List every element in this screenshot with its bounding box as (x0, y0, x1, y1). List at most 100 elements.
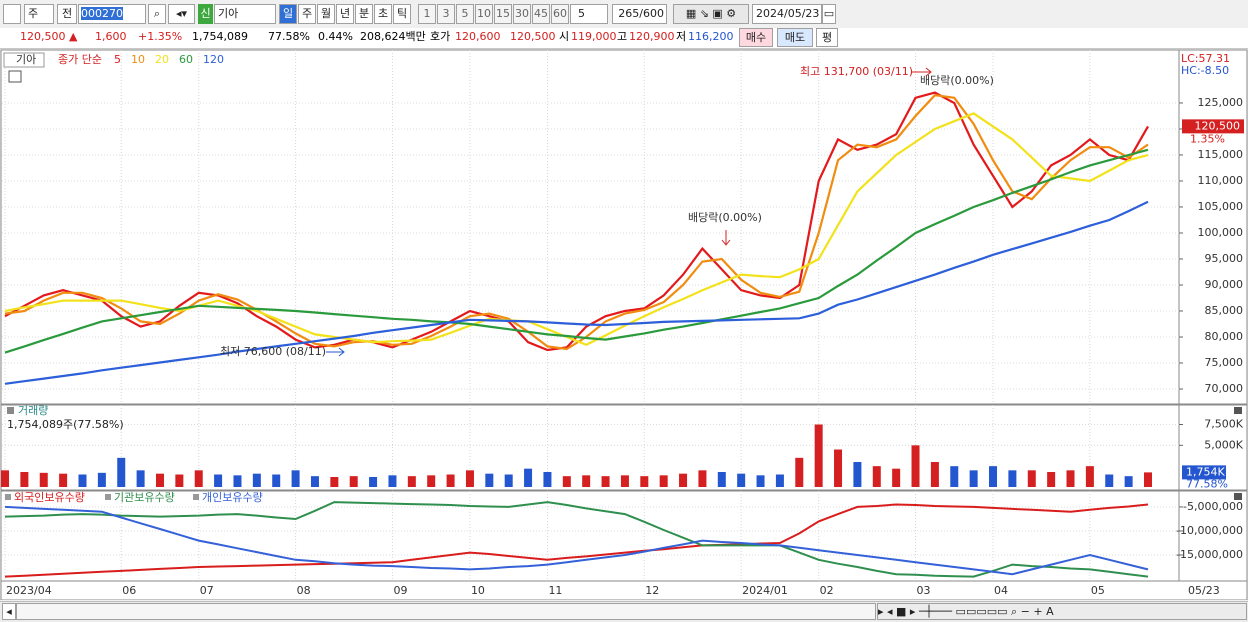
volume-bar (407, 476, 416, 487)
low-label: 저 (676, 30, 687, 43)
minute-button[interactable]: 60 (551, 4, 569, 24)
minute-button[interactable]: 15 (494, 4, 512, 24)
code-input[interactable]: 000270 (78, 4, 146, 24)
volume-rate: 77.58% (268, 30, 310, 43)
change: 1,600 (95, 30, 127, 43)
legend-item: 개인보유수량 (202, 491, 263, 504)
x-axis-band (0, 580, 1248, 600)
volume-bar (814, 424, 823, 487)
name-input[interactable]: 기아 (214, 4, 276, 24)
period-button[interactable]: 년 (336, 4, 354, 24)
period-button[interactable]: 일 (279, 4, 297, 24)
volume-bar (717, 472, 726, 487)
volume-bar (601, 476, 610, 487)
last-price: 120,500 (1195, 119, 1241, 132)
sound-button[interactable]: ◂▾ (168, 4, 195, 24)
minute-button[interactable]: 3 (437, 4, 455, 24)
volume-bar (310, 476, 319, 487)
volume-bar (465, 470, 474, 487)
legend-marker (105, 494, 111, 500)
minute-button[interactable]: 10 (475, 4, 493, 24)
prev-button[interactable]: 전 (57, 4, 77, 24)
volume-bar (214, 474, 223, 487)
minute-button[interactable]: 5 (456, 4, 474, 24)
minute-button[interactable]: 1 (418, 4, 436, 24)
period-button[interactable]: 초 (374, 4, 392, 24)
new-badge: 신 (198, 4, 213, 24)
period-button[interactable]: 주 (298, 4, 316, 24)
x-tick-label: 02 (820, 584, 834, 597)
volume-bar (78, 474, 87, 487)
volume-bar (1027, 470, 1036, 487)
legend-item: 120 (203, 53, 224, 66)
volume-bar (795, 457, 804, 487)
trade-button[interactable]: 매수 (739, 28, 773, 47)
volume-bar (562, 476, 571, 487)
calendar-button[interactable]: ▭ (822, 4, 836, 24)
last-volume: 1,754K (1186, 465, 1225, 478)
volume-bar (524, 468, 533, 487)
tool-icons[interactable]: ▦ ⇘ ▣ ⚙ (673, 4, 749, 24)
legend-icon (8, 70, 22, 83)
period-button[interactable]: 분 (355, 4, 373, 24)
chart-area: 2023/04 06 07 08 09 10 11 12 2024/01 02 03 04 05 05/2… (0, 49, 1248, 600)
volume-bar (1144, 472, 1152, 487)
toolbar: 주 전 000270 ⌕ ◂▾ 신 기아 265/600 ▦ ⇘ ▣ ⚙ 202… (0, 0, 1248, 29)
legend-marker (7, 407, 14, 414)
trade-button[interactable]: 평 (816, 28, 838, 47)
arrow (721, 230, 731, 246)
volume-bar (1066, 470, 1075, 487)
y-tick-label: 70,000 (1205, 382, 1244, 395)
y-tick-label: 95,000 (1205, 252, 1244, 265)
scroll-left[interactable]: ◂ (2, 603, 16, 620)
y-tick-label: 110,000 (1198, 174, 1244, 187)
scroll-controls[interactable]: ▸ ◂ ■ ▸ ─┼─── ▭▭▭▭▭ ⌕ − + A (877, 603, 1247, 620)
legend-item: 20 (155, 53, 169, 66)
panel-title: 거래량 (18, 404, 48, 417)
code-text: 000270 (81, 7, 123, 20)
volume-bar (59, 473, 68, 487)
price: 120,500 ▲ (20, 30, 78, 43)
x-end-label: 05/23 (1188, 584, 1220, 597)
x-tick-label: 2023/04 (6, 584, 52, 597)
period-button[interactable]: 틱 (393, 4, 411, 24)
date-input[interactable]: 2024/05/23 (752, 4, 822, 24)
last-volume-tag (1182, 465, 1226, 480)
volume-bar (194, 470, 203, 487)
unit-select[interactable]: 5 (570, 4, 608, 24)
ask-label: 호가 (430, 30, 451, 43)
y-tick-label: -5,000,000 (1183, 500, 1243, 513)
minute-button[interactable]: 30 (513, 4, 531, 24)
volume-bar (698, 470, 707, 487)
annotation: 배당락(0.00%) (688, 211, 762, 224)
y-tick-label: 80,000 (1205, 330, 1244, 343)
y-tick-label: 105,000 (1198, 200, 1244, 213)
panel-subtitle: 1,754,089주(77.58%) (7, 418, 124, 431)
x-tick-label: 10 (471, 584, 485, 597)
volume-bar (272, 474, 281, 487)
volume-bar (291, 470, 300, 487)
legend-item: 외국인보유수량 (14, 491, 85, 504)
series-line (4, 501, 1149, 578)
period-button[interactable]: 월 (317, 4, 335, 24)
x-tick-label: 12 (645, 584, 659, 597)
volume-bar (1105, 474, 1114, 487)
market-select[interactable]: 주 (24, 4, 54, 24)
y-tick-label: -15,000,000 (1176, 548, 1243, 561)
minute-button[interactable]: 45 (532, 4, 550, 24)
trade-button[interactable]: 매도 (777, 28, 813, 47)
open: 119,000 (571, 30, 617, 43)
volume-bar (504, 474, 513, 487)
menu-icon[interactable] (3, 4, 21, 24)
series-line (4, 505, 1149, 576)
volume-bar (1124, 476, 1133, 487)
count-max: /600 (639, 7, 664, 20)
search-button[interactable]: ⌕ (148, 4, 166, 24)
scroll-track[interactable] (16, 603, 876, 620)
series-line (4, 503, 1149, 578)
volume-bar (911, 445, 920, 487)
volume-bar (39, 472, 48, 487)
volume-bar (756, 475, 765, 487)
count-box[interactable]: 265/600 (612, 4, 667, 24)
